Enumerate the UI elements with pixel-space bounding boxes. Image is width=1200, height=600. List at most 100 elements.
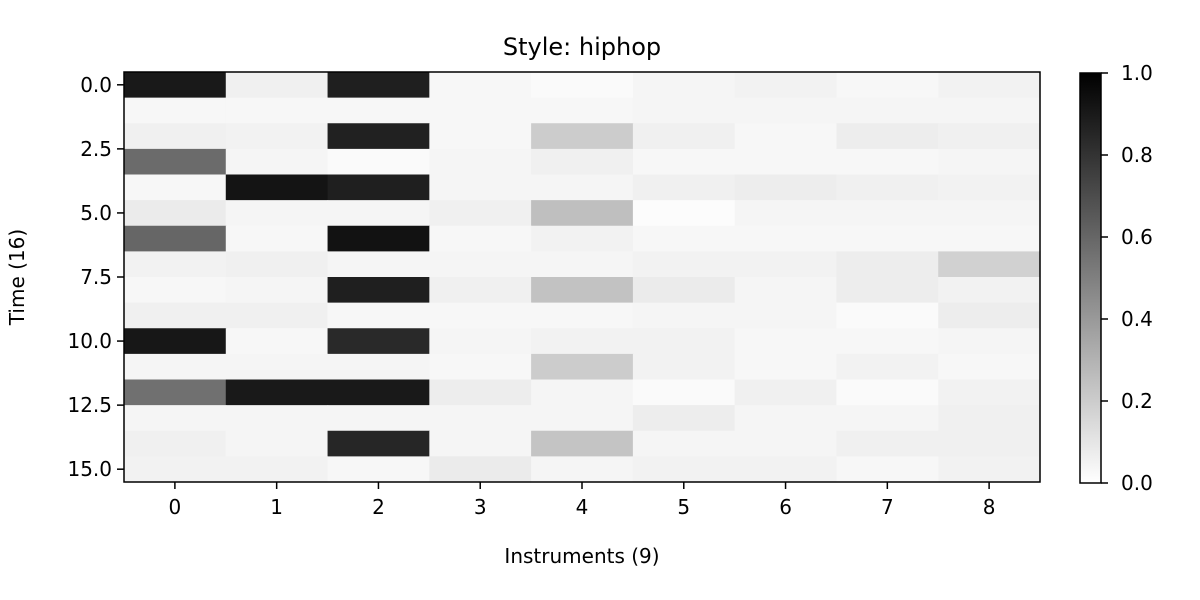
heatmap-cell xyxy=(836,456,939,483)
heatmap-cell xyxy=(429,456,532,483)
y-tick-label: 0.0 xyxy=(80,73,112,97)
heatmap-cell xyxy=(327,148,430,176)
heatmap-cell xyxy=(632,328,736,355)
heatmap-cell xyxy=(531,302,634,329)
heatmap-cell xyxy=(836,251,939,278)
x-tick-label: 4 xyxy=(576,495,589,519)
y-tick-label: 10.0 xyxy=(67,329,112,353)
heatmap-cell xyxy=(632,405,736,432)
heatmap-cell xyxy=(938,251,1041,278)
heatmap-cell xyxy=(124,379,227,406)
heatmap-cell xyxy=(429,302,532,329)
chart-title: Style: hiphop xyxy=(503,33,661,61)
heatmap-cell xyxy=(632,430,736,457)
heatmap-cell xyxy=(225,251,329,278)
heatmap-cell xyxy=(836,405,939,432)
heatmap-cell xyxy=(632,148,736,176)
colorbar-tick-label: 0.0 xyxy=(1121,471,1153,495)
heatmap-cell xyxy=(938,148,1041,176)
heatmap-cell xyxy=(632,225,736,252)
heatmap-cell xyxy=(429,430,532,457)
heatmap-cell xyxy=(429,251,532,278)
heatmap-cell xyxy=(632,353,736,381)
heatmap-cell xyxy=(531,328,634,355)
colorbar-axis: 0.0 0.2 0.4 0.6 0.8 1.0 xyxy=(1101,61,1153,495)
heatmap-cell xyxy=(429,277,532,304)
heatmap-cell xyxy=(225,97,329,124)
heatmap-cell xyxy=(734,277,838,304)
heatmap-cell xyxy=(531,72,634,99)
heatmap-cell xyxy=(734,200,838,227)
colorbar-tick-label: 0.2 xyxy=(1121,389,1153,413)
heatmap-cell xyxy=(225,123,329,150)
heatmap-cell xyxy=(429,405,532,432)
x-tick-label: 6 xyxy=(779,495,792,519)
heatmap-cell xyxy=(327,430,430,457)
heatmap-cell xyxy=(734,302,838,329)
heatmap-cell xyxy=(225,353,329,381)
heatmap-cell xyxy=(632,97,736,124)
heatmap-cell xyxy=(632,200,736,227)
heatmap-cell xyxy=(327,97,430,124)
heatmap-cell xyxy=(327,251,430,278)
heatmap-cell xyxy=(429,379,532,406)
heatmap-cell xyxy=(124,200,227,227)
heatmap-cell xyxy=(429,225,532,252)
heatmap-cell xyxy=(429,72,532,99)
y-tick-label: 15.0 xyxy=(67,457,112,481)
heatmap-cell xyxy=(938,97,1041,124)
heatmap-cell xyxy=(429,328,532,355)
heatmap-cell xyxy=(734,148,838,176)
heatmap-cell xyxy=(327,174,430,201)
heatmap-cell xyxy=(531,405,634,432)
heatmap-cell xyxy=(632,174,736,201)
colorbar-tick-label: 0.6 xyxy=(1121,225,1153,249)
heatmap-cell xyxy=(225,405,329,432)
heatmap-cell xyxy=(531,225,634,252)
heatmap-cell xyxy=(632,302,736,329)
heatmap-cell xyxy=(531,456,634,483)
heatmap-cell xyxy=(734,72,838,99)
y-axis-label: Time (16) xyxy=(5,229,29,326)
heatmap-cell xyxy=(938,430,1041,457)
heatmap-cell xyxy=(124,148,227,176)
y-tick-label: 7.5 xyxy=(80,265,112,289)
heatmap-cell xyxy=(734,97,838,124)
x-axis: 0 1 2 3 4 5 6 7 8 xyxy=(169,482,995,519)
heatmap-cell xyxy=(429,97,532,124)
heatmap-cell xyxy=(225,430,329,457)
y-tick-label: 12.5 xyxy=(67,393,112,417)
heatmap-cell xyxy=(124,277,227,304)
heatmap-cell xyxy=(327,328,430,355)
heatmap-cell xyxy=(429,353,532,381)
heatmap-cell xyxy=(225,456,329,483)
y-tick-label: 5.0 xyxy=(80,201,112,225)
heatmap-cell xyxy=(734,456,838,483)
heatmap-cell xyxy=(836,353,939,381)
heatmap-cell xyxy=(734,174,838,201)
heatmap-cell xyxy=(124,405,227,432)
heatmap-cell xyxy=(734,251,838,278)
heatmap-cell xyxy=(327,302,430,329)
heatmap-cell xyxy=(632,123,736,150)
heatmap-cell xyxy=(531,97,634,124)
heatmap-cell xyxy=(225,200,329,227)
heatmap-cell xyxy=(225,225,329,252)
heatmap-cell xyxy=(836,379,939,406)
x-axis-label: Instruments (9) xyxy=(504,544,659,568)
heatmap-cell xyxy=(938,123,1041,150)
heatmap-cell xyxy=(531,251,634,278)
x-tick-label: 3 xyxy=(474,495,487,519)
heatmap-cell xyxy=(124,302,227,329)
colorbar-tick-label: 0.8 xyxy=(1121,143,1153,167)
heatmap-cell xyxy=(429,148,532,176)
heatmap-cell xyxy=(124,251,227,278)
heatmap-cell xyxy=(836,97,939,124)
heatmap-cell xyxy=(938,277,1041,304)
heatmap-cell xyxy=(531,148,634,176)
heatmap-cell xyxy=(836,302,939,329)
heatmap-cells xyxy=(124,72,1041,483)
heatmap-cell xyxy=(836,328,939,355)
heatmap-cell xyxy=(124,430,227,457)
heatmap-cell xyxy=(734,328,838,355)
